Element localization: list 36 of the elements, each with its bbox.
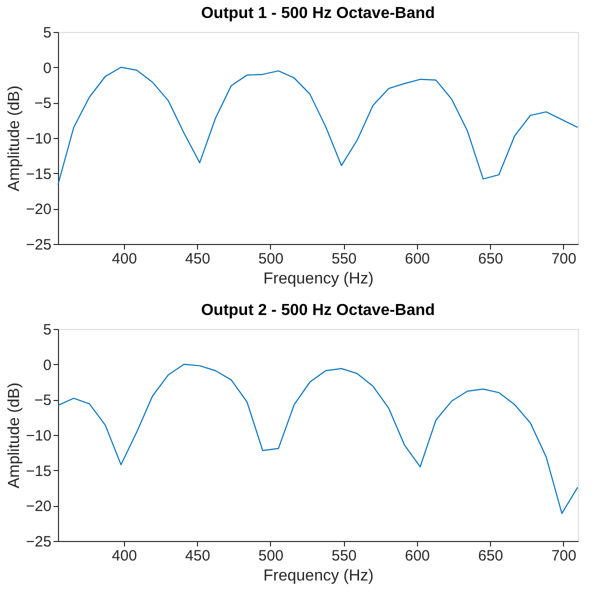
x-tick-label: 400 [112, 250, 137, 268]
line-series [57, 66, 578, 186]
x-tick-label: 700 [551, 548, 576, 564]
y-tick-label: −25 [26, 236, 52, 254]
y-tick-label: −20 [26, 201, 52, 218]
y-tick-label: −20 [26, 498, 52, 516]
x-tick-label: 450 [185, 548, 210, 564]
x-tick-label: 500 [258, 250, 284, 268]
y-axis-title: Amplitude (dB) [6, 382, 24, 488]
y-tick-label: −15 [26, 462, 52, 480]
y-tick-label: −10 [26, 130, 52, 148]
y-tick-label: 0 [43, 60, 52, 77]
x-tick-label: 400 [112, 548, 137, 564]
y-tick-label: −5 [34, 392, 52, 410]
x-axis-title: Frequency (Hz) [263, 568, 374, 584]
x-tick-label: 500 [258, 548, 284, 564]
y-tick-label: −25 [26, 534, 52, 550]
y-tick-label: 0 [43, 356, 52, 374]
chart-title: Output 2 - 500 Hz Octave-Band [201, 302, 435, 319]
chart-title: Output 1 - 500 Hz Octave-Band [201, 5, 435, 22]
x-tick-label: 550 [332, 548, 357, 564]
x-tick-label: 600 [404, 548, 430, 564]
x-axis-title: Frequency (Hz) [263, 270, 374, 288]
y-tick-label: 5 [43, 322, 52, 338]
x-tick-label: 550 [332, 250, 357, 268]
y-axis-title: Amplitude (dB) [6, 86, 24, 192]
x-tick-label: 600 [404, 250, 430, 268]
y-tick-label: −10 [26, 428, 52, 444]
x-tick-label: 650 [478, 548, 504, 564]
x-tick-label: 700 [551, 250, 576, 268]
y-tick-label: −5 [34, 95, 52, 112]
y-tick-label: 5 [43, 24, 52, 42]
x-tick-label: 450 [185, 250, 210, 268]
y-tick-label: −15 [26, 166, 52, 183]
line-series [57, 364, 578, 514]
x-tick-label: 650 [478, 250, 504, 268]
